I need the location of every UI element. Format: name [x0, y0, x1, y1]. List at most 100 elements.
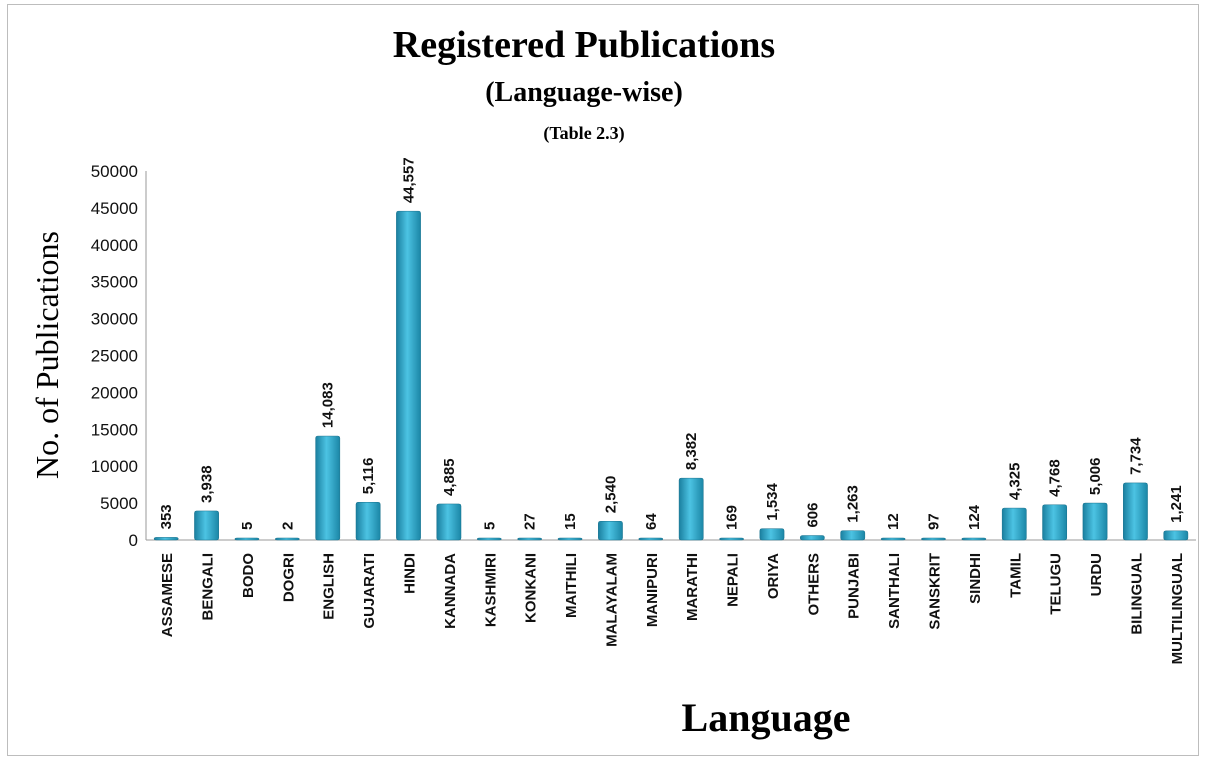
- data-label: 353: [158, 504, 175, 529]
- x-tick-label: NEPALI: [725, 553, 742, 607]
- bar-multilingual: [1163, 530, 1189, 541]
- x-tick-label: ASSAMESE: [159, 553, 176, 637]
- x-tick-label: KONKANI: [523, 553, 540, 623]
- chart-frame: Registered Publications (Language-wise) …: [7, 4, 1199, 756]
- x-tick-label: BILINGUAL: [1128, 553, 1145, 635]
- y-tick-label: 50000: [91, 162, 138, 181]
- y-tick-label: 40000: [91, 236, 138, 255]
- y-tick-label: 15000: [91, 420, 138, 439]
- x-tick-label: MULTILINGUAL: [1169, 553, 1186, 664]
- bars: [153, 210, 1189, 541]
- bar-kannada: [436, 503, 462, 541]
- bar-gujarati: [355, 501, 381, 541]
- data-label: 8,382: [683, 433, 700, 471]
- x-axis-title: Language: [682, 695, 851, 740]
- y-tick-label: 35000: [91, 273, 138, 292]
- data-label: 169: [724, 505, 741, 530]
- y-tick-label: 25000: [91, 347, 138, 366]
- bar-others: [799, 535, 825, 541]
- y-tick-label: 45000: [91, 199, 138, 218]
- bar-hindi: [396, 210, 421, 541]
- data-label: 27: [522, 513, 539, 530]
- data-label: 64: [643, 513, 660, 530]
- x-tick-label: SANTHALI: [886, 553, 903, 629]
- x-tick-label: HINDI: [402, 553, 419, 594]
- x-tick-label: SINDHI: [967, 553, 984, 604]
- data-label: 124: [966, 504, 983, 530]
- x-tick-label: URDU: [1088, 553, 1105, 596]
- data-label: 2,540: [602, 476, 619, 514]
- x-tick-labels: ASSAMESE BENGALI BODO DOGRI ENGLISH GUJARATI H…: [159, 553, 1186, 665]
- bar-english: [315, 435, 341, 541]
- x-tick-label: PUNJABI: [846, 553, 863, 619]
- data-label: 5: [481, 522, 498, 530]
- bar-kashmiri: [476, 537, 502, 541]
- bar-punjabi: [840, 530, 866, 541]
- chart-note: (Table 2.3): [543, 123, 624, 144]
- bar-manipuri: [638, 537, 664, 541]
- x-tick-label: ENGLISH: [321, 553, 338, 620]
- data-label: 3,938: [199, 465, 216, 503]
- x-tick-label: KANNADA: [442, 553, 459, 629]
- x-tick-label: DOGRI: [280, 553, 297, 602]
- x-tick-label: GUJARATI: [361, 553, 378, 629]
- bar-assamese: [153, 537, 179, 541]
- x-tick-label: KASHMIRI: [482, 553, 499, 627]
- bar-urdu: [1082, 502, 1108, 541]
- bar-tamil: [1001, 507, 1027, 541]
- y-tick-label: 0: [129, 531, 138, 550]
- chart-title: Registered Publications: [393, 24, 775, 66]
- bar-chart: Registered Publications (Language-wise) …: [29, 24, 1196, 740]
- bar-sindhi: [961, 537, 987, 541]
- bar-bilingual: [1123, 482, 1148, 541]
- y-tick-label: 5000: [100, 494, 138, 513]
- x-tick-label: MAITHILI: [563, 553, 580, 618]
- data-label: 2: [279, 522, 296, 530]
- data-label: 1,263: [845, 485, 862, 523]
- data-label: 1,534: [764, 482, 781, 520]
- bar-maithili: [557, 537, 583, 541]
- data-label: 44,557: [401, 157, 418, 203]
- data-label: 4,885: [441, 458, 458, 496]
- x-tick-label: MANIPURI: [644, 553, 661, 627]
- bar-oriya: [759, 528, 785, 541]
- data-label: 4,325: [1006, 463, 1023, 501]
- bar-telugu: [1042, 504, 1068, 541]
- data-label: 5,006: [1087, 458, 1104, 496]
- y-tick-label: 20000: [91, 383, 138, 402]
- y-tick-label: 10000: [91, 457, 138, 476]
- data-label: 97: [926, 513, 943, 530]
- y-tick-labels: 0 5000 10000 15000 20000 25000 30000 35000 40000…: [91, 162, 138, 550]
- chart-subtitle: (Language-wise): [485, 77, 683, 108]
- data-label: 5: [239, 522, 256, 530]
- x-tick-label: TAMIL: [1007, 553, 1024, 598]
- data-label: 4,768: [1047, 459, 1064, 497]
- x-tick-label: MALAYALAM: [603, 553, 620, 647]
- bar-nepali: [719, 537, 744, 541]
- bar-santhali: [880, 537, 906, 541]
- x-tick-label: BODO: [240, 553, 257, 598]
- y-axis-title: No. of Publications: [29, 231, 65, 479]
- bar-dogri: [274, 537, 300, 541]
- data-label: 5,116: [360, 458, 377, 495]
- x-tick-label: OTHERS: [805, 553, 822, 616]
- bar-bodo: [234, 537, 260, 541]
- bar-konkani: [517, 537, 543, 541]
- bar-sanskrit: [921, 537, 946, 541]
- data-label: 12: [885, 513, 902, 530]
- data-label: 7,734: [1127, 437, 1144, 475]
- data-label: 14,083: [320, 382, 337, 428]
- y-tick-label: 30000: [91, 310, 138, 329]
- bar-malayalam: [598, 521, 623, 541]
- x-tick-label: SANSKRIT: [927, 553, 944, 630]
- x-tick-label: MARATHI: [684, 553, 701, 621]
- data-label: 606: [804, 502, 821, 527]
- data-label: 15: [562, 513, 579, 530]
- x-tick-label: TELUGU: [1048, 553, 1065, 615]
- bar-bengali: [194, 510, 219, 541]
- bar-marathi: [678, 477, 704, 541]
- data-labels: 353 3,938 5 2 14,083 5,116 44,557 4,885 5 27 15 2,5…: [158, 157, 1185, 530]
- x-tick-label: ORIYA: [765, 553, 782, 599]
- x-tick-label: BENGALI: [200, 553, 217, 621]
- data-label: 1,241: [1168, 485, 1185, 523]
